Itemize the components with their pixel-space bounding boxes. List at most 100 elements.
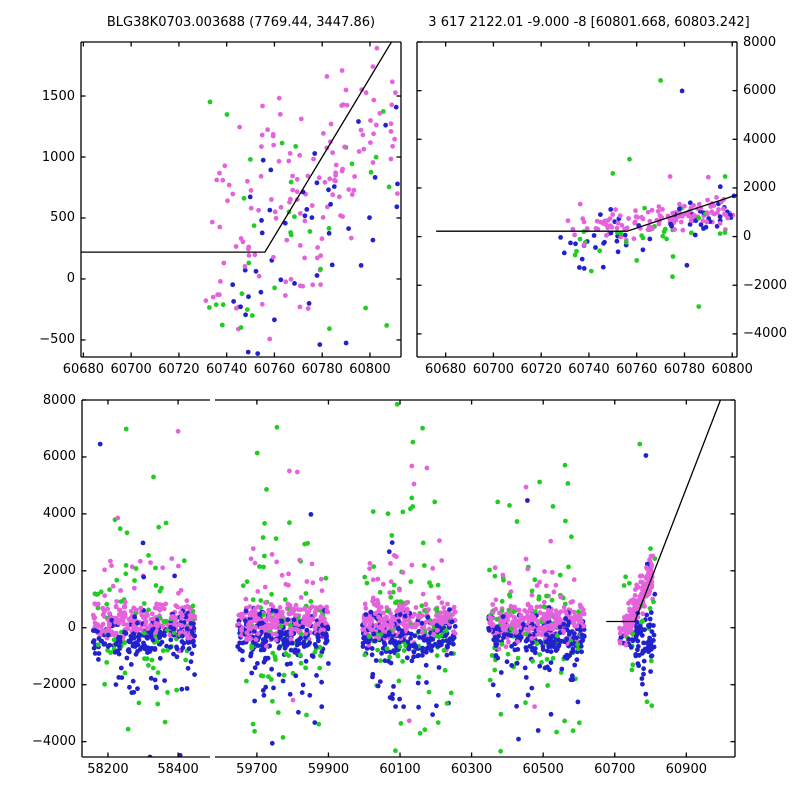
scatter-point [627, 580, 632, 586]
scatter-point [580, 607, 586, 613]
scatter-point [370, 237, 376, 243]
scatter-point [575, 699, 581, 705]
scatter-point [566, 619, 572, 625]
scatter-point [249, 610, 255, 616]
scatter-point [132, 578, 137, 583]
scatter-point [647, 557, 652, 563]
scatter-point [260, 535, 266, 540]
scatter-point [259, 230, 265, 236]
scatter-point [126, 617, 132, 622]
scatter-point [129, 564, 135, 570]
scatter-point [434, 623, 440, 628]
scatter-point [215, 292, 221, 298]
scatter-point [687, 200, 693, 206]
scatter-point [312, 612, 318, 618]
scatter-point [421, 563, 427, 568]
scatter-point [152, 647, 158, 652]
scatter-point [532, 577, 538, 583]
scatter-point [238, 325, 244, 330]
scatter-point [443, 628, 449, 633]
scatter-point [656, 204, 662, 210]
scatter-point [270, 631, 276, 637]
scatter-point [244, 307, 250, 312]
scatter-point [610, 212, 616, 217]
scatter-point [514, 703, 519, 709]
scatter-point [525, 692, 531, 698]
scatter-point [290, 173, 295, 179]
scatter-point [318, 266, 323, 272]
scatter-point [442, 667, 448, 673]
scatter-point [287, 468, 292, 474]
scatter-point [417, 635, 422, 640]
x-tick-label: 60700 [472, 362, 515, 377]
scatter-point [214, 177, 220, 183]
scatter-point [248, 205, 254, 211]
scatter-point [529, 588, 535, 594]
scatter-point [259, 132, 265, 138]
scatter-point [413, 644, 419, 650]
scatter-point [137, 633, 143, 638]
scatter-point [571, 635, 576, 640]
scatter-point [319, 679, 324, 685]
scatter-point [622, 232, 628, 238]
scatter-point [366, 634, 372, 639]
scatter-point [280, 678, 286, 684]
scatter-point [162, 719, 168, 725]
scatter-point [649, 562, 654, 568]
scatter-point [272, 209, 278, 215]
scatter-point [388, 561, 393, 566]
scatter-point [174, 654, 180, 660]
scatter-point [394, 609, 399, 614]
scatter-point [318, 653, 323, 658]
scatter-point [287, 199, 292, 205]
scatter-point [642, 627, 647, 633]
scatter-point [184, 626, 190, 631]
scatter-point [246, 294, 251, 300]
scatter-point [376, 614, 381, 620]
scatter-point [440, 638, 445, 644]
scatter-point [532, 704, 537, 709]
scatter-point [278, 277, 284, 283]
scatter-point [717, 184, 723, 190]
scatter-point [554, 729, 559, 735]
scatter-point [382, 642, 388, 647]
scatter-point [117, 643, 122, 649]
scatter-point [551, 644, 557, 650]
scatter-point [122, 599, 128, 605]
scatter-point [298, 607, 304, 613]
scatter-point [105, 644, 111, 649]
scatter-point [297, 211, 303, 216]
scatter-point [529, 636, 535, 641]
scatter-point [141, 630, 147, 636]
scatter-point [184, 598, 190, 604]
scatter-point [404, 599, 410, 605]
scatter-point [396, 602, 402, 608]
scatter-point [125, 726, 131, 732]
scatter-point [536, 626, 542, 632]
scatter-point [148, 633, 154, 639]
scatter-point [312, 720, 318, 725]
scatter-point [496, 633, 501, 639]
scatter-point [368, 169, 374, 175]
scatter-point [174, 687, 180, 693]
scatter-point [489, 653, 495, 658]
scatter-point [614, 238, 620, 244]
scatter-point [372, 175, 378, 180]
scatter-point [139, 612, 145, 618]
scatter-point [191, 625, 197, 631]
scatter-point [286, 158, 292, 164]
scatter-point [553, 648, 559, 653]
scatter-point [680, 227, 686, 233]
scatter-point [230, 191, 236, 197]
scatter-point [237, 612, 243, 618]
scatter-point [644, 699, 650, 705]
scatter-point [246, 246, 251, 252]
scatter-point [562, 718, 567, 724]
scatter-point [615, 249, 621, 255]
scatter-point [318, 576, 324, 582]
scatter-point [386, 549, 392, 555]
scatter-point [317, 604, 322, 610]
scatter-point [544, 593, 549, 599]
scatter-point [294, 469, 300, 475]
